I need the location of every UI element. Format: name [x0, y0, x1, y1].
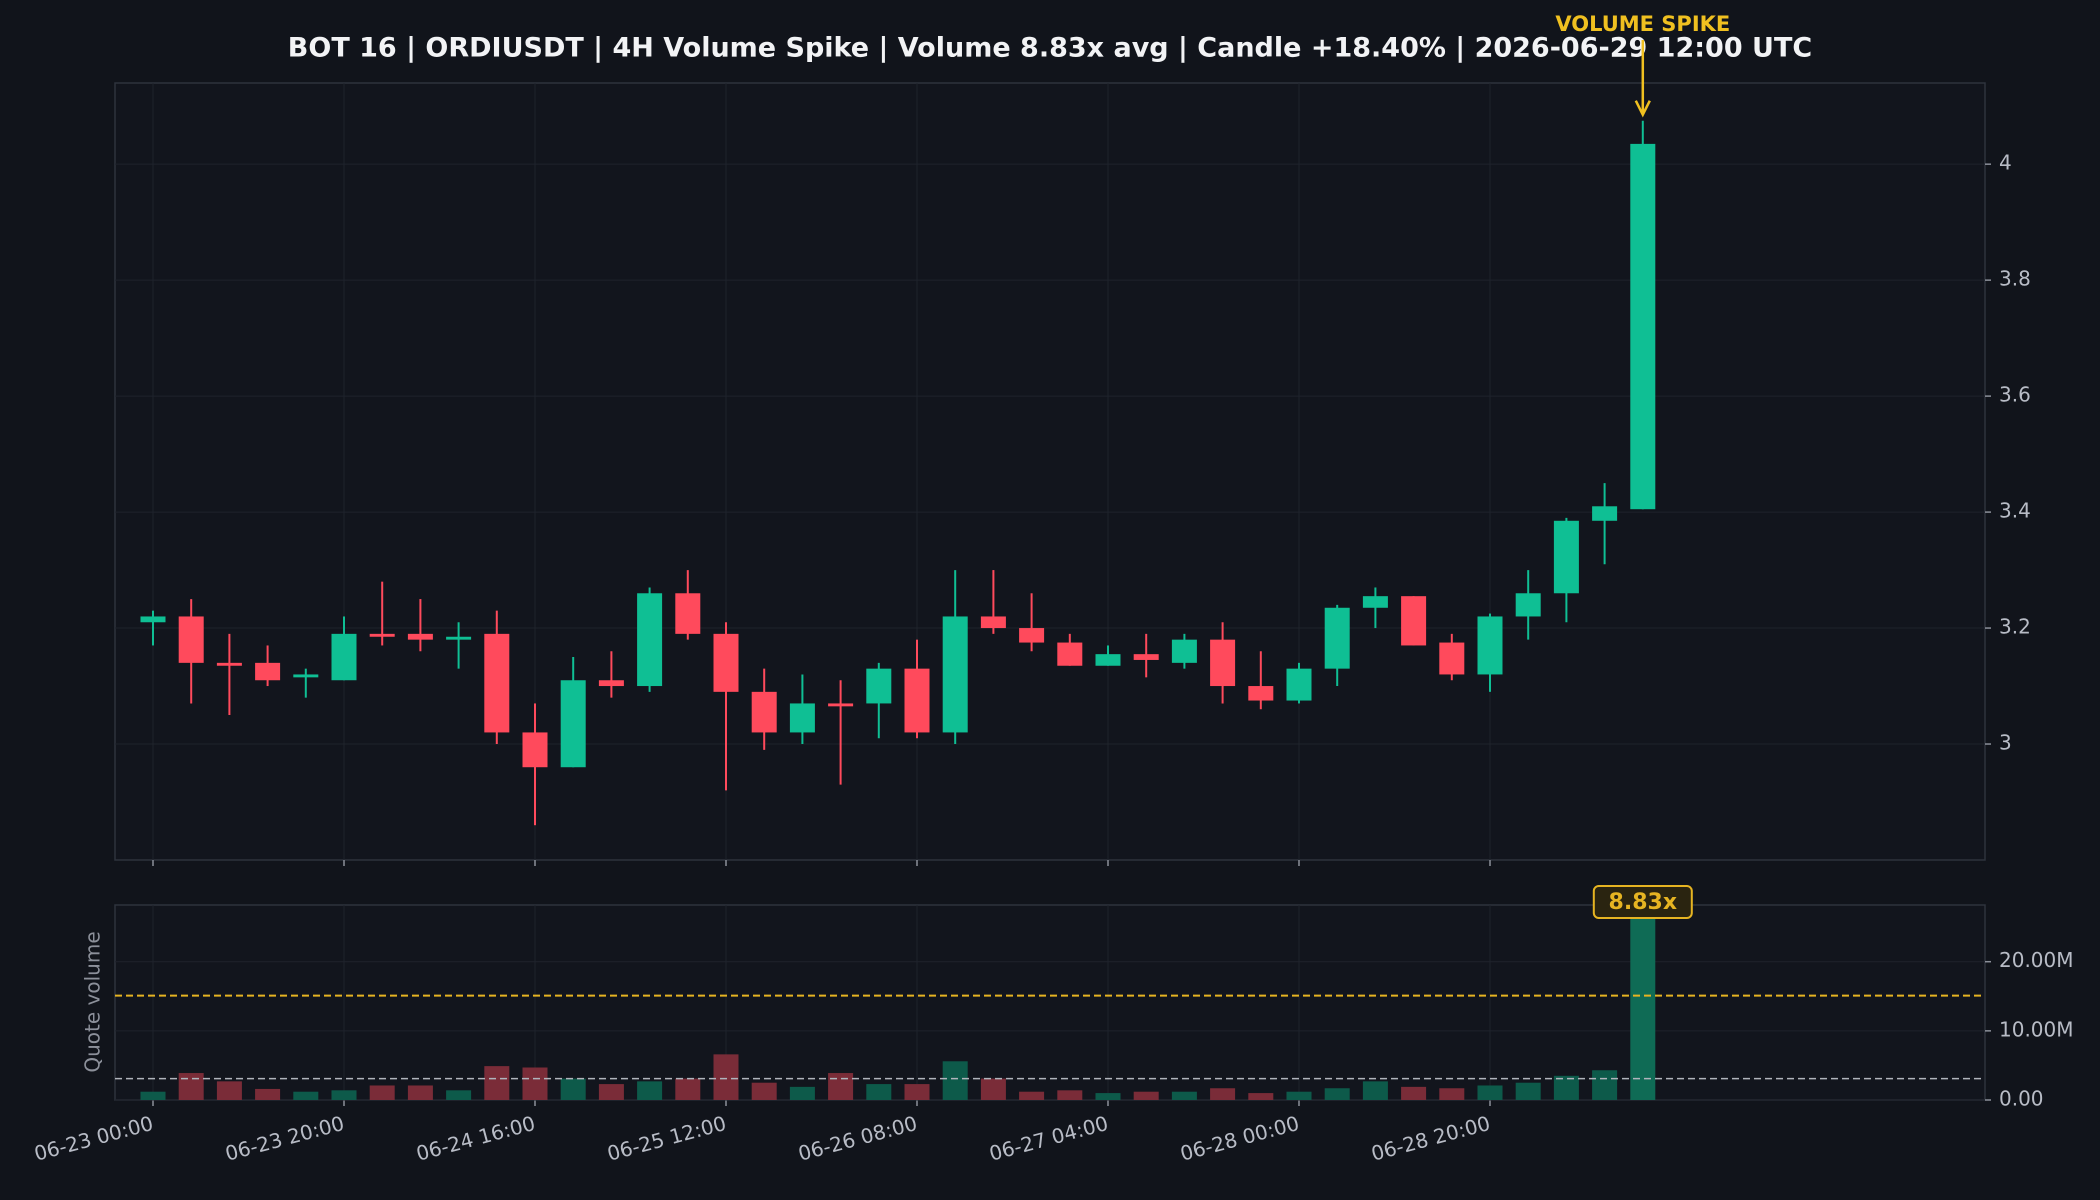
candle-body: [1477, 616, 1503, 675]
volume-bar: [866, 1084, 892, 1100]
volume-bar: [1133, 1091, 1159, 1100]
volume-bar: [828, 1073, 854, 1100]
volume-bar: [1019, 1091, 1045, 1100]
volume-bar: [904, 1084, 930, 1100]
candle-body: [1401, 596, 1427, 646]
y-tick-label: 3.2: [1999, 615, 2031, 639]
candle-body: [1362, 596, 1388, 608]
volume-bar: [331, 1090, 357, 1100]
candle-body: [1439, 642, 1465, 675]
y-tick-label: 3.4: [1999, 499, 2031, 523]
y-tick-label: 3.8: [1999, 267, 2031, 291]
candle-body: [369, 633, 395, 637]
volume-bar: [484, 1066, 510, 1100]
volume-bar: [369, 1085, 395, 1100]
volume-bar: [560, 1078, 586, 1100]
volume-bar: [1095, 1093, 1121, 1100]
volume-bar: [675, 1078, 701, 1100]
chart-title: BOT 16 | ORDIUSDT | 4H Volume Spike | Vo…: [288, 33, 1812, 64]
volume-bar: [713, 1054, 739, 1100]
y-axis-label: Quote volume: [81, 931, 105, 1072]
candle-body: [1630, 143, 1656, 510]
candle-body: [178, 616, 204, 663]
volume-bar: [140, 1091, 166, 1100]
candle-body: [1133, 654, 1159, 660]
candle-body: [1019, 628, 1045, 643]
volume-bar: [1248, 1093, 1274, 1100]
volume-bar: [1171, 1091, 1197, 1100]
ratio-label: 8.83x: [1609, 890, 1677, 915]
candle-body: [866, 668, 892, 704]
candle-body: [980, 616, 1006, 629]
volume-bar: [1286, 1091, 1312, 1100]
y-tick-label: 3: [1999, 731, 2012, 755]
candle-body: [828, 703, 854, 707]
candle-body: [407, 633, 433, 640]
volume-bar: [1592, 1070, 1618, 1100]
candle-body: [1057, 642, 1083, 666]
volume-bar: [1553, 1075, 1579, 1100]
ratio-label-box: [1592, 885, 1693, 919]
candle-body: [1553, 520, 1579, 594]
candle-body: [675, 593, 701, 634]
candle-body: [789, 703, 815, 733]
candle-body: [255, 662, 281, 681]
candle-body: [216, 662, 242, 666]
volume-bar: [446, 1090, 472, 1100]
candle-body: [1324, 607, 1350, 669]
volume-bar: [598, 1084, 624, 1100]
candle-body: [1286, 668, 1312, 701]
price-panel: [114, 82, 1986, 861]
y-tick-label: 4: [1999, 151, 2012, 175]
volume-bar: [637, 1081, 663, 1100]
candle-body: [560, 680, 586, 768]
candle-body: [598, 680, 624, 687]
volume-bar: [293, 1091, 319, 1100]
y-tick-label: 0.00: [1999, 1087, 2044, 1111]
candle-body: [942, 616, 968, 733]
volume-bar: [1057, 1090, 1083, 1100]
volume-bar: [216, 1081, 242, 1100]
candle-body: [1592, 506, 1618, 521]
volume-bar: [407, 1085, 433, 1100]
volume-bar: [1324, 1088, 1350, 1100]
candle-body: [331, 633, 357, 681]
candle-body: [446, 636, 472, 640]
candle-body: [1248, 686, 1274, 701]
annotation-arrowhead: [1634, 100, 1651, 118]
candle-body: [751, 691, 777, 733]
volume-bar: [522, 1067, 548, 1100]
volume-bar: [1439, 1088, 1465, 1100]
candle-body: [1515, 593, 1541, 617]
volume-bar: [1630, 910, 1656, 1100]
volume-bar: [1515, 1082, 1541, 1100]
volume-bar: [789, 1086, 815, 1100]
y-tick-label: 3.6: [1999, 383, 2031, 407]
volume-bar: [751, 1082, 777, 1100]
y-tick-label: 20.00M: [1999, 948, 2074, 972]
candle-body: [904, 668, 930, 733]
candle-body: [140, 616, 166, 623]
volume-bar: [1401, 1086, 1427, 1100]
candle-body: [1171, 639, 1197, 663]
volume-bar: [1362, 1081, 1388, 1100]
volume-bar: [1210, 1088, 1236, 1100]
volume-panel: [114, 904, 1986, 1101]
volume-bar: [178, 1073, 204, 1100]
volume-bar: [1477, 1085, 1503, 1100]
volume-bar: [942, 1061, 968, 1100]
candle-body: [1210, 639, 1236, 687]
candle-body: [522, 732, 548, 768]
candle-body: [484, 633, 510, 733]
candle-body: [293, 674, 319, 678]
candle-body: [637, 593, 663, 687]
volume-bar: [255, 1088, 281, 1100]
annotation: VOLUME SPIKE: [1555, 12, 1730, 36]
volume-bar: [980, 1078, 1006, 1100]
candle-body: [1095, 654, 1121, 666]
candle-body: [713, 633, 739, 692]
y-tick-label: 10.00M: [1999, 1017, 2074, 1041]
